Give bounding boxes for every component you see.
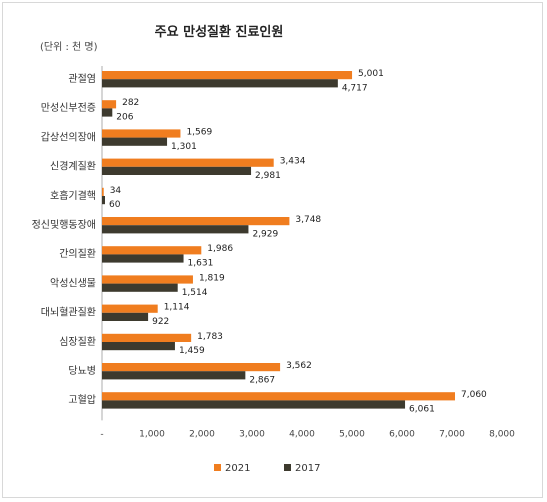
data-label-2021: 1,986 (207, 244, 233, 254)
bar-2021 (102, 100, 117, 109)
category-label: 갑상선의장애 (41, 131, 96, 143)
data-label-2021: 1,819 (199, 273, 225, 283)
x-tick-label: 3,000 (239, 429, 265, 439)
data-label-2017: 1,514 (182, 288, 208, 298)
data-label-2017: 1,301 (171, 142, 197, 152)
category-label: 심장질환 (59, 336, 96, 348)
data-label-2021: 7,060 (461, 390, 487, 400)
category-label: 당뇨병 (68, 365, 96, 377)
data-label-2017: 6,061 (409, 405, 435, 415)
x-tick-label: 7,000 (439, 429, 465, 439)
x-tick-label: 8,000 (489, 429, 515, 439)
bar-2017 (102, 225, 249, 234)
bars (102, 71, 455, 409)
category-label: 관절염 (68, 72, 96, 85)
category-label: 정신및행동장애 (32, 219, 96, 231)
data-label-2021: 34 (110, 186, 122, 196)
category-label: 간의질환 (59, 248, 96, 260)
x-tick-label: - (100, 429, 103, 439)
bar-2017 (102, 137, 168, 146)
data-label-2017: 922 (152, 317, 169, 327)
x-tick-label: 5,000 (339, 429, 365, 439)
legend-swatch-2021 (214, 464, 221, 471)
data-label-2017: 4,717 (342, 83, 368, 93)
bar-2021 (102, 304, 158, 313)
data-label-2021: 1,783 (197, 332, 223, 342)
bar-2017 (102, 283, 178, 292)
category-label: 악성신생물 (50, 277, 96, 289)
legend-swatch-2017 (284, 464, 291, 471)
data-label-2017: 60 (109, 200, 121, 210)
bar-2017 (102, 312, 149, 321)
category-label: 호흡기결핵 (50, 189, 96, 202)
category-label: 대뇌혈관질환 (41, 306, 96, 319)
legend-label-2021: 2021 (225, 463, 250, 474)
data-label-2017: 2,981 (255, 171, 281, 181)
data-label-2021: 3,562 (286, 361, 312, 371)
bar-2021 (102, 187, 104, 196)
data-label-2017: 2,929 (252, 229, 278, 239)
data-label-2017: 1,631 (188, 259, 214, 269)
data-labels: 5,001 4,717 282 206 1,569 1,301 3,434 2,981 34 60… (109, 69, 487, 415)
bar-2017 (102, 342, 175, 351)
bar-2021 (102, 333, 192, 342)
bar-2017 (102, 108, 113, 117)
bar-2021 (102, 246, 202, 255)
bar-2021 (102, 158, 274, 167)
category-label: 신경계질환 (50, 160, 96, 173)
bar-2021 (102, 275, 193, 284)
x-tick-label: 6,000 (389, 429, 415, 439)
bar-2017 (102, 400, 406, 409)
data-label-2017: 206 (116, 113, 133, 123)
data-label-2021: 5,001 (358, 69, 384, 79)
category-label: 고혈압 (68, 393, 96, 406)
x-tick-label: 2,000 (189, 429, 215, 439)
legend: 2021 2017 (214, 463, 320, 474)
bar-2021 (102, 363, 281, 372)
data-label-2021: 3,748 (295, 215, 321, 225)
bar-2021 (102, 129, 181, 138)
axes: - 1,000 2,000 3,000 4,000 5,000 6,000 7,000 8,00… (32, 66, 515, 439)
data-label-2017: 2,867 (249, 375, 275, 385)
bar-2017 (102, 254, 184, 263)
bar-2017 (102, 79, 338, 88)
bar-2021 (102, 71, 353, 80)
bar-2021 (102, 217, 290, 226)
x-tick-label: 4,000 (289, 429, 315, 439)
bar-2021 (102, 392, 455, 401)
bar-2017 (102, 371, 246, 380)
legend-label-2017: 2017 (295, 463, 320, 474)
data-label-2021: 3,434 (280, 157, 306, 167)
bar-2017 (102, 196, 105, 205)
data-label-2021: 1,569 (186, 127, 212, 137)
data-label-2017: 1,459 (179, 346, 205, 356)
data-label-2021: 1,114 (164, 303, 190, 313)
chart-title: 주요 만성질환 진료인원 (155, 24, 284, 40)
unit-label: (단위 : 천 명) (40, 40, 98, 53)
bar-2017 (102, 166, 252, 175)
data-label-2021: 282 (122, 98, 139, 108)
x-tick-label: 1,000 (139, 429, 165, 439)
category-label: 만성신부전증 (41, 102, 96, 114)
